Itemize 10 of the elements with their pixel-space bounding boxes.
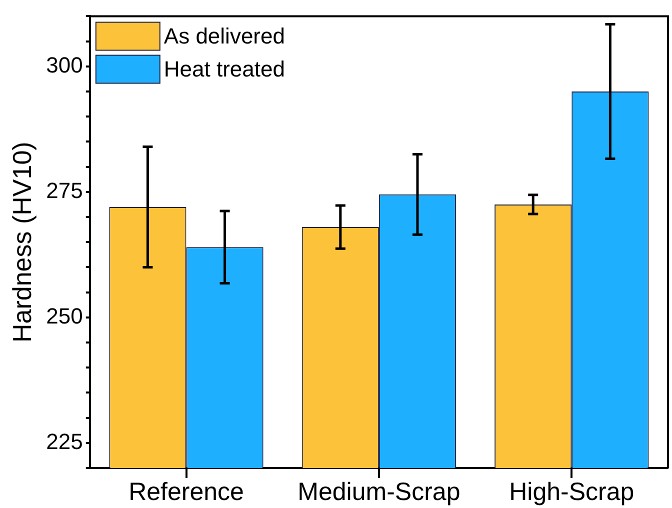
legend-label: Heat treated	[164, 56, 285, 82]
y-tick-label: 250	[46, 303, 83, 328]
y-tick-label: 225	[46, 428, 83, 454]
y-axis-title: Hardness (HV10)	[6, 142, 37, 343]
x-tick-label: Medium-Scrap	[298, 478, 460, 506]
y-tick-label: 300	[46, 52, 83, 78]
x-tick-label: Reference	[128, 478, 244, 506]
y-tick-label: 275	[46, 178, 83, 203]
x-tick-label: High-Scrap	[509, 478, 634, 506]
legend-label: As delivered	[164, 23, 285, 48]
